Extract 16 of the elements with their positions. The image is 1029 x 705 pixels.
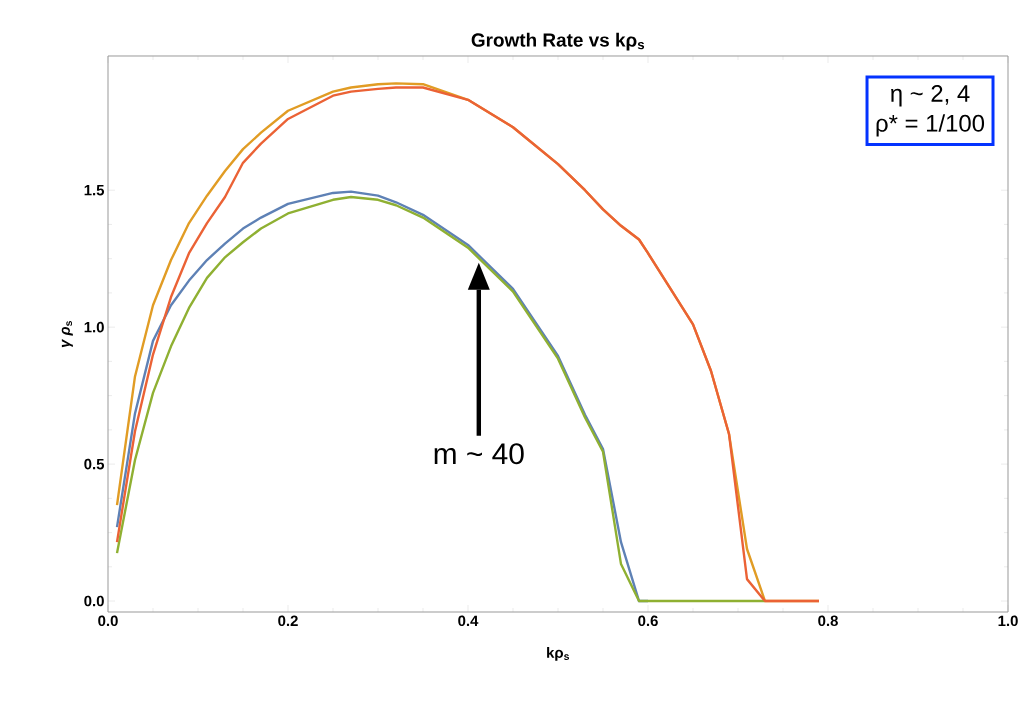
annotation: m ~ 40 xyxy=(434,443,524,465)
chart-title: Growth Rate vs kρ$_{s}$ xyxy=(471,32,645,51)
x-tick-label: 0.8 xyxy=(818,615,838,627)
y-tick-label: 1.5 xyxy=(84,184,105,196)
x-tick-label: 1.0 xyxy=(998,615,1018,627)
x-tick-label: 0.4 xyxy=(458,615,479,627)
x-tick-label: 0.6 xyxy=(638,615,658,627)
x-tick-label: 0.0 xyxy=(98,615,118,627)
y-tick-label: 1.0 xyxy=(84,321,104,333)
annotation: η ~ 2, 4 xyxy=(891,84,970,107)
y-tick-label: 0.5 xyxy=(84,458,105,470)
annotation: ρ* = 1/100 xyxy=(876,114,985,137)
y-tick-label: 0.0 xyxy=(84,595,104,607)
x-tick-label: 0.2 xyxy=(278,615,298,627)
y-axis-title: γ ρ$_{s}$ xyxy=(61,321,73,348)
x-axis-title: kρ$_{s}$ xyxy=(547,646,570,661)
